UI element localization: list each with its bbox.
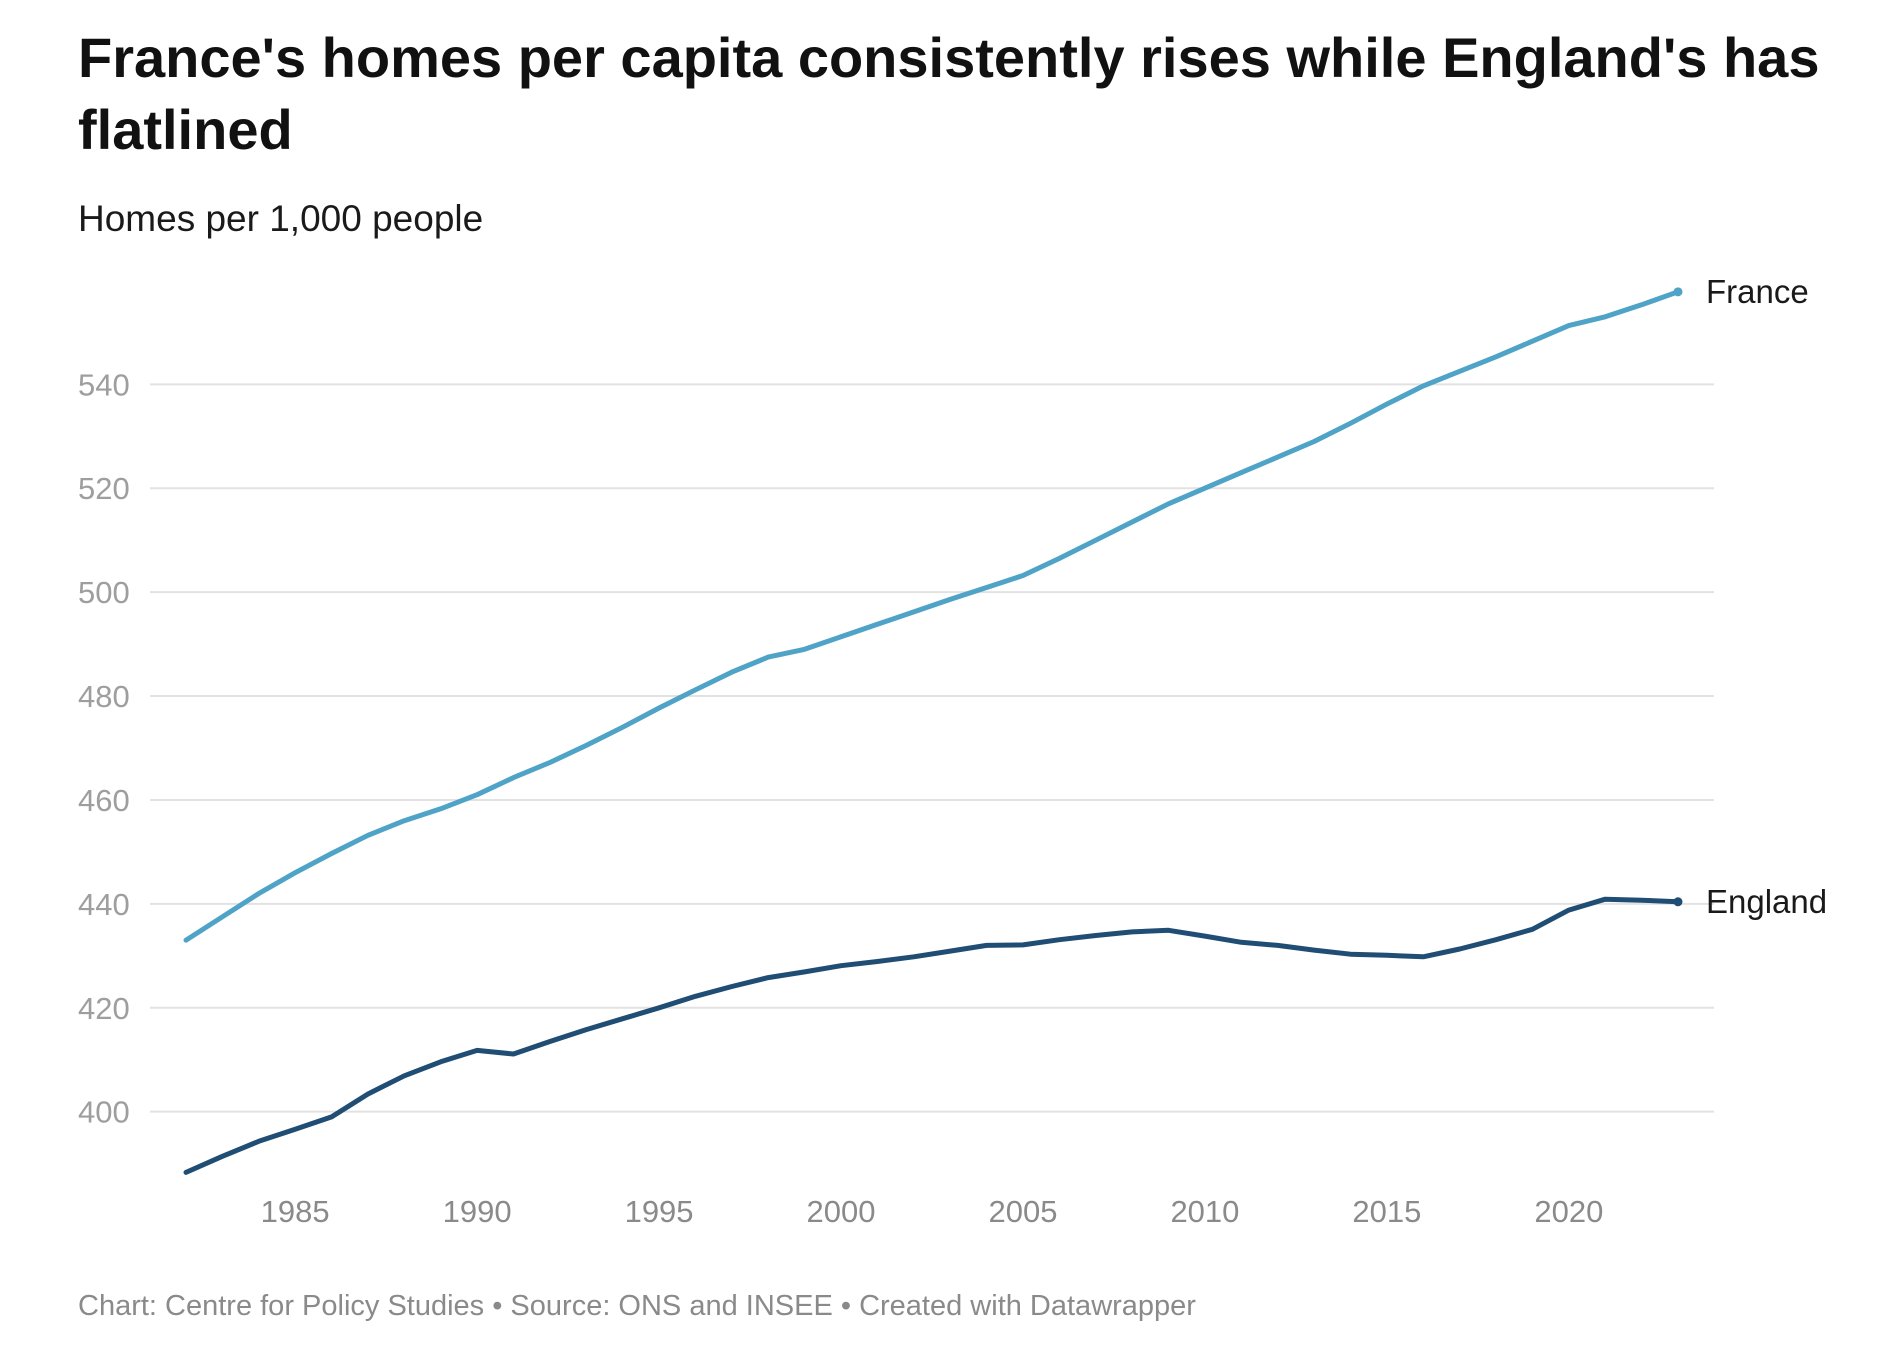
x-tick-label: 1990 — [443, 1194, 512, 1229]
series-labels: France England — [1706, 273, 1827, 920]
y-tick-label: 440 — [78, 887, 130, 922]
y-tick-label: 480 — [78, 679, 130, 714]
y-tick-label: 540 — [78, 367, 130, 402]
x-tick-label: 2000 — [807, 1194, 876, 1229]
y-tick-label: 520 — [78, 471, 130, 506]
x-tick-label: 1985 — [261, 1194, 330, 1229]
x-tick-label: 2020 — [1534, 1194, 1603, 1229]
x-axis-ticks: 1985 1990 1995 2000 2005 2010 2015 2020 — [261, 1194, 1604, 1229]
x-tick-label: 2010 — [1170, 1194, 1239, 1229]
x-tick-label: 2015 — [1352, 1194, 1421, 1229]
series-lines — [183, 287, 1683, 1175]
x-tick-label: 2005 — [988, 1194, 1057, 1229]
y-tick-label: 460 — [78, 783, 130, 818]
series-line-england — [183, 896, 1681, 1175]
chart-footer: Chart: Centre for Policy Studies • Sourc… — [78, 1290, 1196, 1322]
series-label-france: France — [1706, 273, 1809, 310]
chart-subtitle: Homes per 1,000 people — [78, 198, 484, 239]
y-axis-ticks: 400 420 440 460 480 500 520 540 — [78, 367, 130, 1129]
gridlines — [150, 383, 1714, 1113]
chart-title: France's homes per capita consistently r… — [78, 26, 1820, 161]
x-tick-label: 1995 — [625, 1194, 694, 1229]
series-endpoint-england — [1673, 897, 1683, 907]
y-tick-label: 500 — [78, 575, 130, 610]
y-tick-label: 420 — [78, 991, 130, 1026]
y-tick-label: 400 — [78, 1095, 130, 1130]
series-label-england: England — [1706, 883, 1827, 920]
series-endpoint-france — [1673, 287, 1683, 297]
series-line-france — [183, 289, 1681, 943]
